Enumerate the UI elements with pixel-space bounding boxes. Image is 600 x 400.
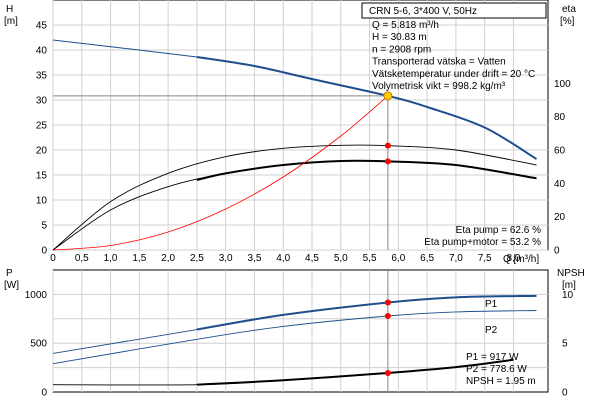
flow-tick-label: 5,5 <box>363 253 377 264</box>
power-tick-label: 0 <box>41 388 47 399</box>
flow-tick-label: 8,0 <box>507 253 521 264</box>
npsh-tick-label: 10 <box>562 290 574 301</box>
flow-axis-label: Q [m³/h] <box>503 254 539 265</box>
duty-info-line: n = 2908 rpm <box>372 44 431 55</box>
legend-p2: P2 <box>485 325 498 336</box>
system-curve <box>52 95 389 251</box>
power-grid <box>52 270 548 392</box>
head-tick-label: 0 <box>41 246 47 257</box>
flow-tick-label: 0,5 <box>75 253 89 264</box>
npsh-tick-label: 5 <box>562 339 568 350</box>
duty-info-line: Transporterad vätska = Vatten <box>372 57 506 68</box>
eta-tick-label: 20 <box>554 212 566 223</box>
eta-tick-label: 80 <box>554 112 566 123</box>
p1-curve <box>196 294 537 331</box>
eta-info-line: Eta pump+motor = 53.2 % <box>424 237 541 248</box>
eta-tick-label: 60 <box>554 146 566 157</box>
flow-tick-label: 2,0 <box>161 253 175 264</box>
chart-title: CRN 5-6, 3*400 V, 50Hz <box>369 6 477 17</box>
flow-tick-label: 4,5 <box>305 253 319 264</box>
legend-p1: P1 <box>485 299 498 310</box>
power-axis-unit: P <box>6 268 13 279</box>
flow-tick-label: 1,5 <box>132 253 146 264</box>
power-axis-bracket: [W] <box>4 280 19 291</box>
flow-tick-label: 7,0 <box>449 253 463 264</box>
duty-point-marker <box>383 91 393 101</box>
flow-tick-label: 0 <box>50 253 56 264</box>
head-axis-ticks: 0 0,5 1,0 1,5 2,0 2,5 3,0 3,5 4,0 4,5 5,0 5,5 6,0 6,5… <box>36 21 571 265</box>
npsh-tick-label: 0 <box>562 388 568 399</box>
flow-tick-label: 1,0 <box>104 253 118 264</box>
p2-curve-extension <box>52 310 537 365</box>
flow-tick-label: 7,5 <box>478 253 492 264</box>
head-tick-label: 40 <box>36 46 48 57</box>
head-tick-label: 30 <box>36 96 48 107</box>
duty-info-line: H = 30.83 m <box>372 32 427 43</box>
flow-tick-label: 6,5 <box>420 253 434 264</box>
flow-tick-label: 2,5 <box>190 253 204 264</box>
power-tick-label: 500 <box>30 339 47 350</box>
head-tick-label: 10 <box>36 196 48 207</box>
npsh-axis-bracket: [m] <box>562 280 576 291</box>
eta-pump-curve-extension <box>52 144 537 251</box>
eta-axis-unit: eta <box>562 4 576 15</box>
head-tick-label: 15 <box>36 171 48 182</box>
flow-tick-label: 4,0 <box>276 253 290 264</box>
power-info-line: P1 = 917 W <box>466 352 519 363</box>
head-tick-label: 25 <box>36 121 48 132</box>
eta-pump-point <box>384 142 391 149</box>
duty-info-line: Q = 5.818 m³/h <box>372 20 439 31</box>
npsh-curve <box>196 358 514 386</box>
duty-point-info: Q = 5.818 m³/hH = 30.83 mn = 2908 rpm Tra… <box>372 20 535 92</box>
eta-tick-label: 0 <box>554 246 560 257</box>
power-tick-label: 1000 <box>25 290 48 301</box>
chart-title-box <box>361 2 547 19</box>
head-grid <box>52 0 548 251</box>
head-operating-point <box>53 91 393 250</box>
efficiency-info: Eta pump = 62.6 %Eta pump+motor = 53.2 % <box>424 225 541 248</box>
power-info-line: NPSH = 1.95 m <box>466 376 536 387</box>
flow-tick-label: 3,5 <box>248 253 262 264</box>
p2-point <box>384 313 391 320</box>
power-series <box>52 294 537 386</box>
npsh-axis-unit: NPSH <box>557 268 585 279</box>
head-efficiency-chart: 0 0,5 1,0 1,5 2,0 2,5 3,0 3,5 4,0 4,5 5,0 5,5 6,0 6,5… <box>4 0 576 265</box>
head-tick-label: 35 <box>36 71 48 82</box>
p1-point <box>384 299 391 306</box>
head-tick-label: 5 <box>41 221 47 232</box>
eta-total-curve <box>196 159 537 181</box>
head-tick-label: 20 <box>36 146 48 157</box>
npsh-point <box>384 369 391 376</box>
flow-tick-label: 3,0 <box>219 253 233 264</box>
power-plot-area <box>52 269 549 393</box>
eta-info-line: Eta pump = 62.6 % <box>456 225 541 236</box>
eta-axis-bracket: [%] <box>560 16 575 27</box>
power-operating-point <box>384 270 391 392</box>
eta-tick-label: 100 <box>554 79 571 90</box>
flow-tick-label: 5,0 <box>334 253 348 264</box>
head-tick-label: 45 <box>36 21 48 32</box>
head-axis-unit: H <box>6 4 13 15</box>
power-info-line: P2 = 778.6 W <box>466 364 527 375</box>
duty-info-line: Vätsketemperatur under drift = 20 °C <box>372 69 535 80</box>
power-axis-ticks: 0 500 1000 0 5 10 <box>25 290 574 399</box>
flow-tick-label: 6,0 <box>391 253 405 264</box>
duty-info-line: Volymetrisk vikt = 998.2 kg/m³ <box>372 81 506 92</box>
power-npsh-chart: 0 500 1000 0 5 10 P [W] NPSH [m] P1 P2 P1 = 9… <box>4 268 585 399</box>
head-axis-bracket: [m] <box>4 16 18 27</box>
eta-total-point <box>384 158 391 165</box>
eta-tick-label: 40 <box>554 179 566 190</box>
